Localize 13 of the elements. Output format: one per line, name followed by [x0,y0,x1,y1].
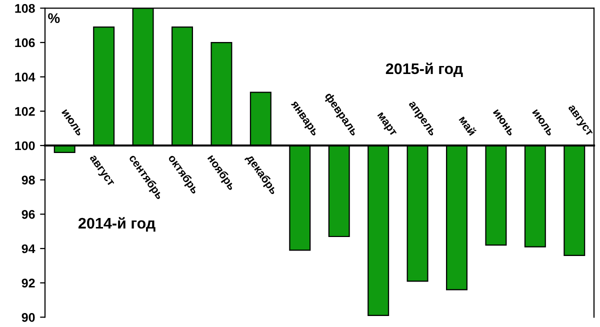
y-tick-label: 92 [22,278,35,288]
y-tick-label: 98 [22,176,35,184]
y-axis-title: % [48,13,60,23]
y-tick-label: 108 [15,4,35,13]
y-tick-label: 106 [15,38,35,48]
y-tick-label: 94 [22,244,36,254]
y-tick-label: 104 [15,72,36,82]
y-tick-label: 96 [22,210,35,219]
y-tick-label: 102 [15,106,35,116]
annotation: 2015-й год [386,62,463,78]
annotation: 2014-й год [78,217,156,232]
y-tick-label: 100 [15,141,35,150]
y-tick-label: 90 [22,312,35,322]
